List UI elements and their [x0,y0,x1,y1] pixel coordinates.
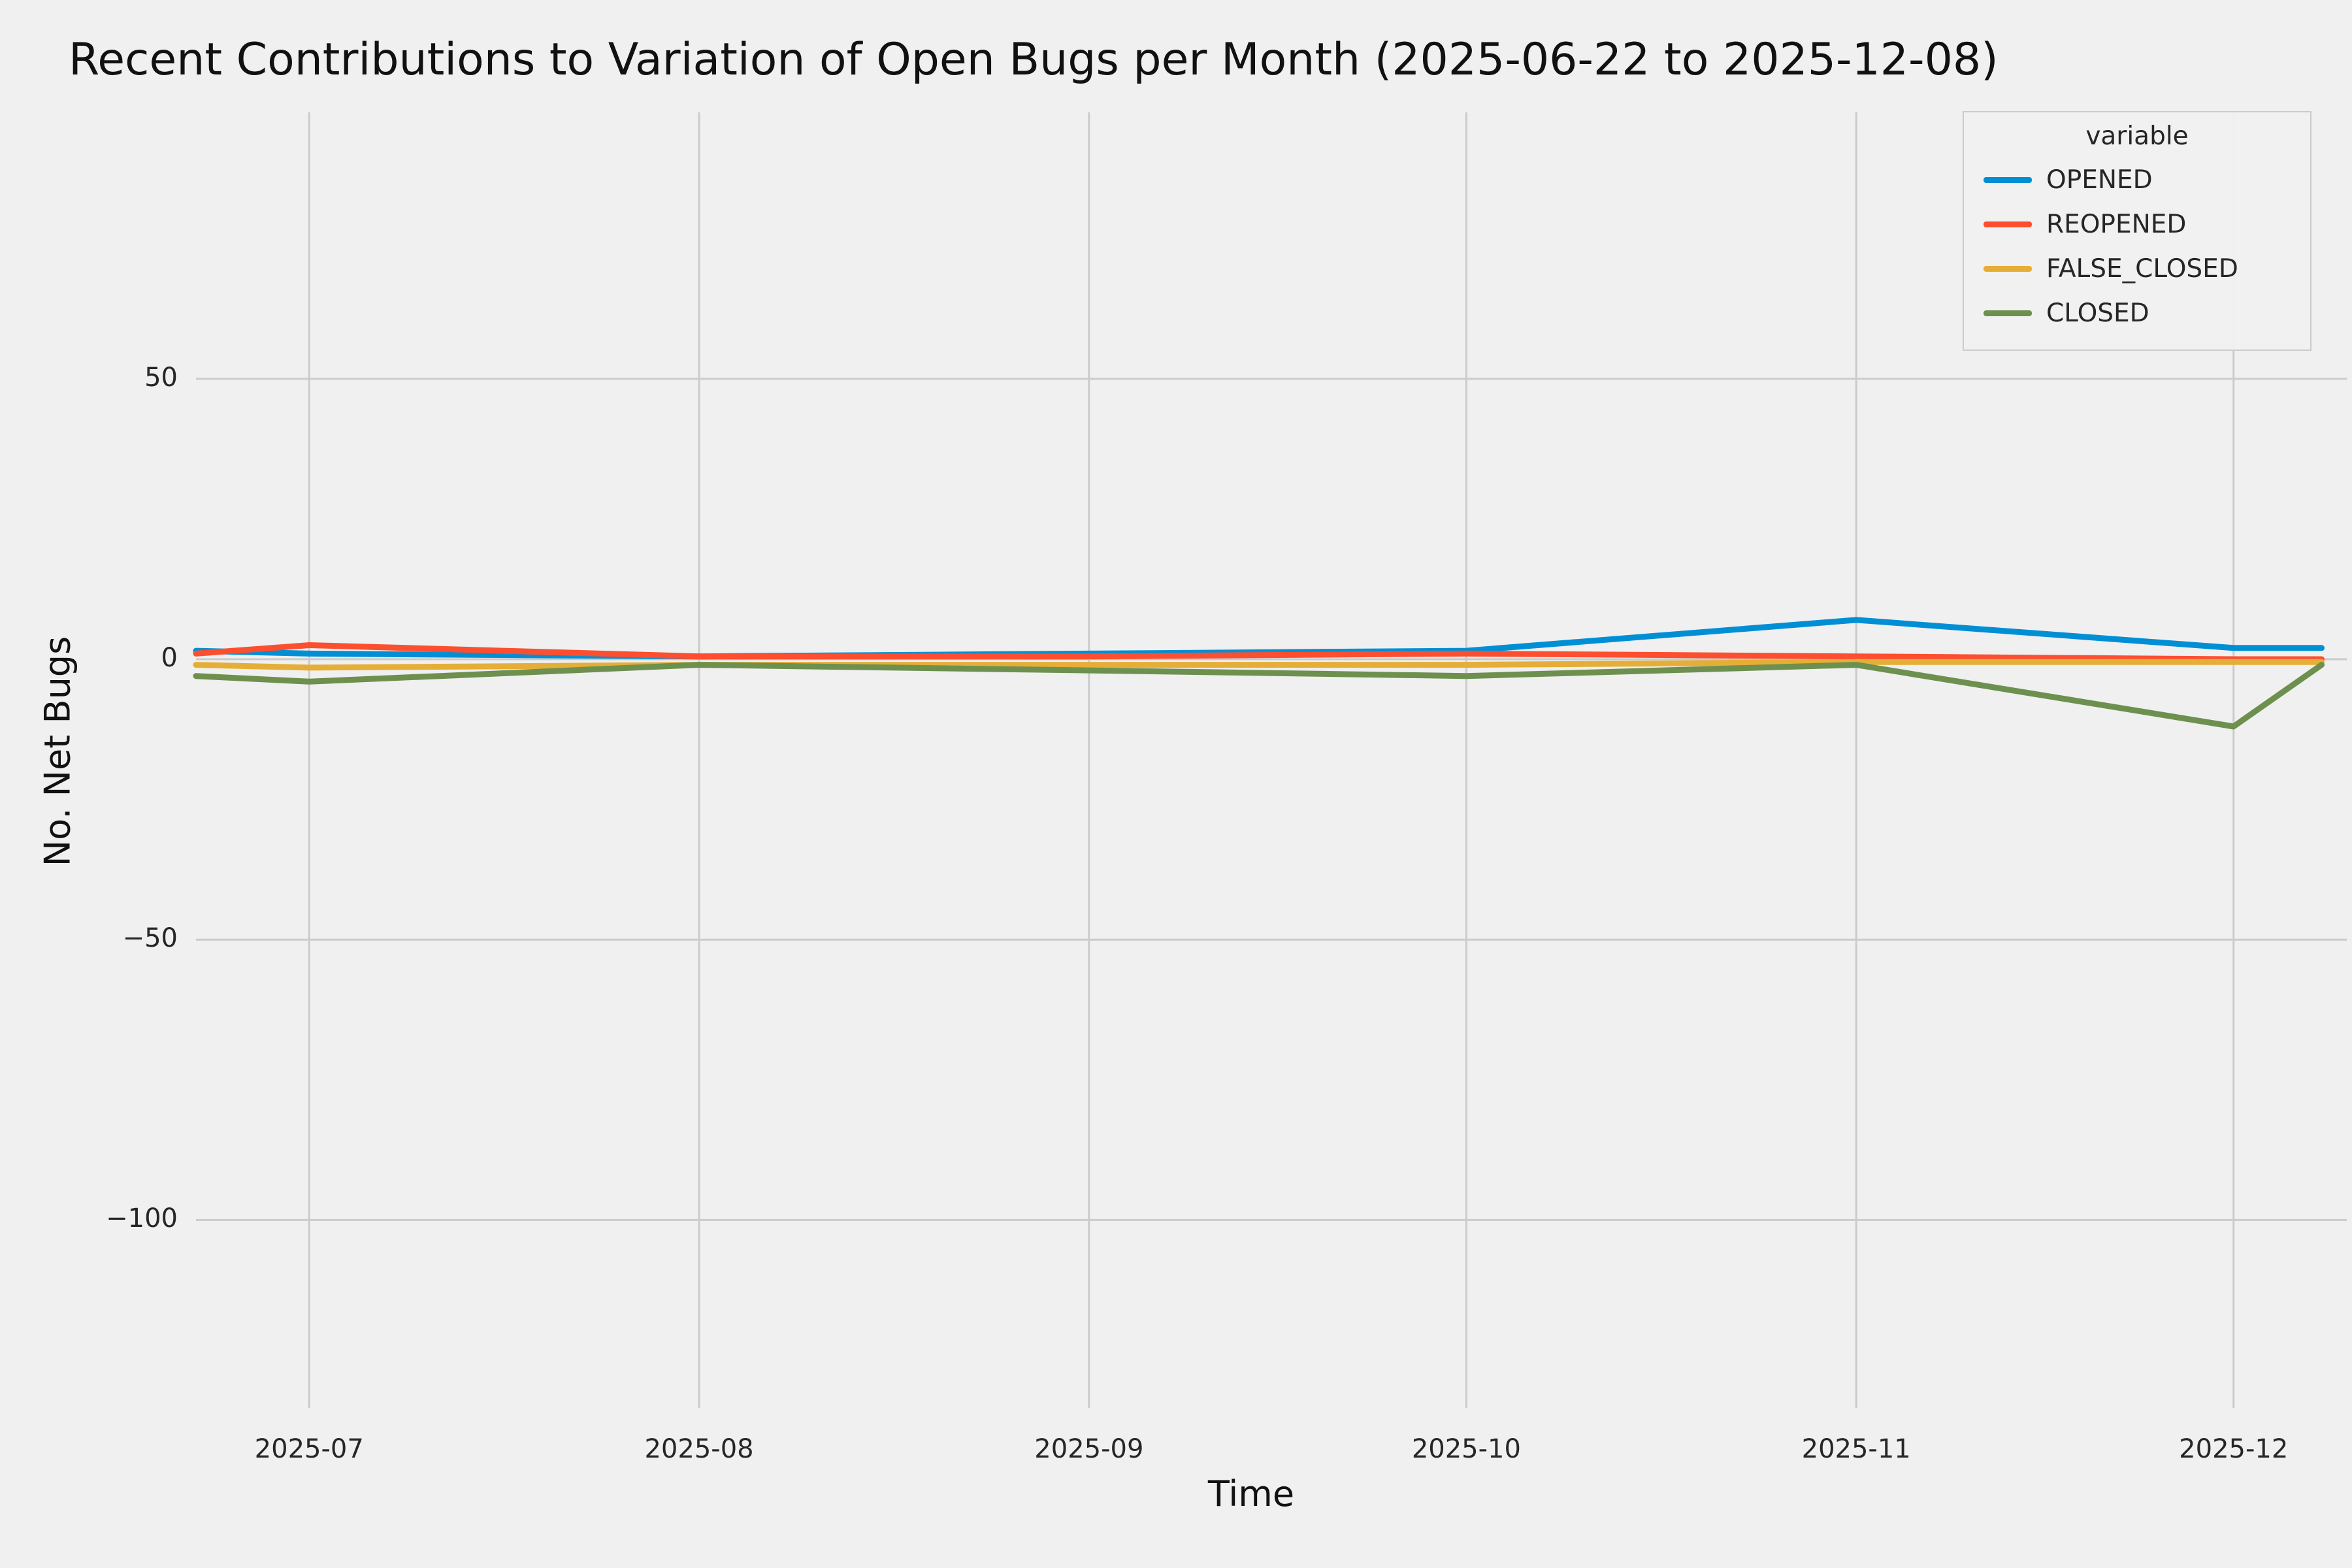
chart-title: Recent Contributions to Variation of Ope… [69,34,1999,86]
legend-line-swatch [1984,221,2032,227]
y-tick-label: 50 [144,362,178,393]
x-tick-label: 2025-11 [1801,1434,1911,1464]
legend-line-swatch [1984,265,2032,272]
x-tick-label: 2025-08 [644,1434,754,1464]
x-tick-label: 2025-12 [2179,1434,2289,1464]
x-tick-label: 2025-07 [254,1434,364,1464]
legend-item: CLOSED [1984,291,2291,335]
y-tick-label: 0 [161,642,178,673]
y-tick-label: −100 [106,1203,178,1234]
legend-item: OPENED [1984,157,2291,202]
legend-label: OPENED [2046,165,2153,195]
x-tick-label: 2025-10 [1411,1434,1521,1464]
legend-line-swatch [1984,176,2032,183]
legend-label: FALSE_CLOSED [2046,253,2238,284]
series-line-reopened [193,642,2325,662]
legend-items: OPENED REOPENED FALSE_CLOSED CLOSED [1984,157,2291,335]
y-tick-label: −50 [122,923,178,954]
legend: variable OPENED REOPENED FALSE_CLOSED CLOSE… [1963,111,2311,351]
legend-line-swatch [1984,310,2032,316]
x-axis-label: Time [1207,1473,1295,1514]
legend-item: FALSE_CLOSED [1984,246,2291,291]
legend-item: REOPENED [1984,202,2291,246]
series-line-false_closed [193,659,2325,671]
series-line-closed [193,662,2325,730]
legend-label: CLOSED [2046,298,2149,328]
legend-title: variable [2085,122,2189,151]
legend-label: REOPENED [2046,209,2187,239]
x-tick-label: 2025-09 [1034,1434,1144,1464]
